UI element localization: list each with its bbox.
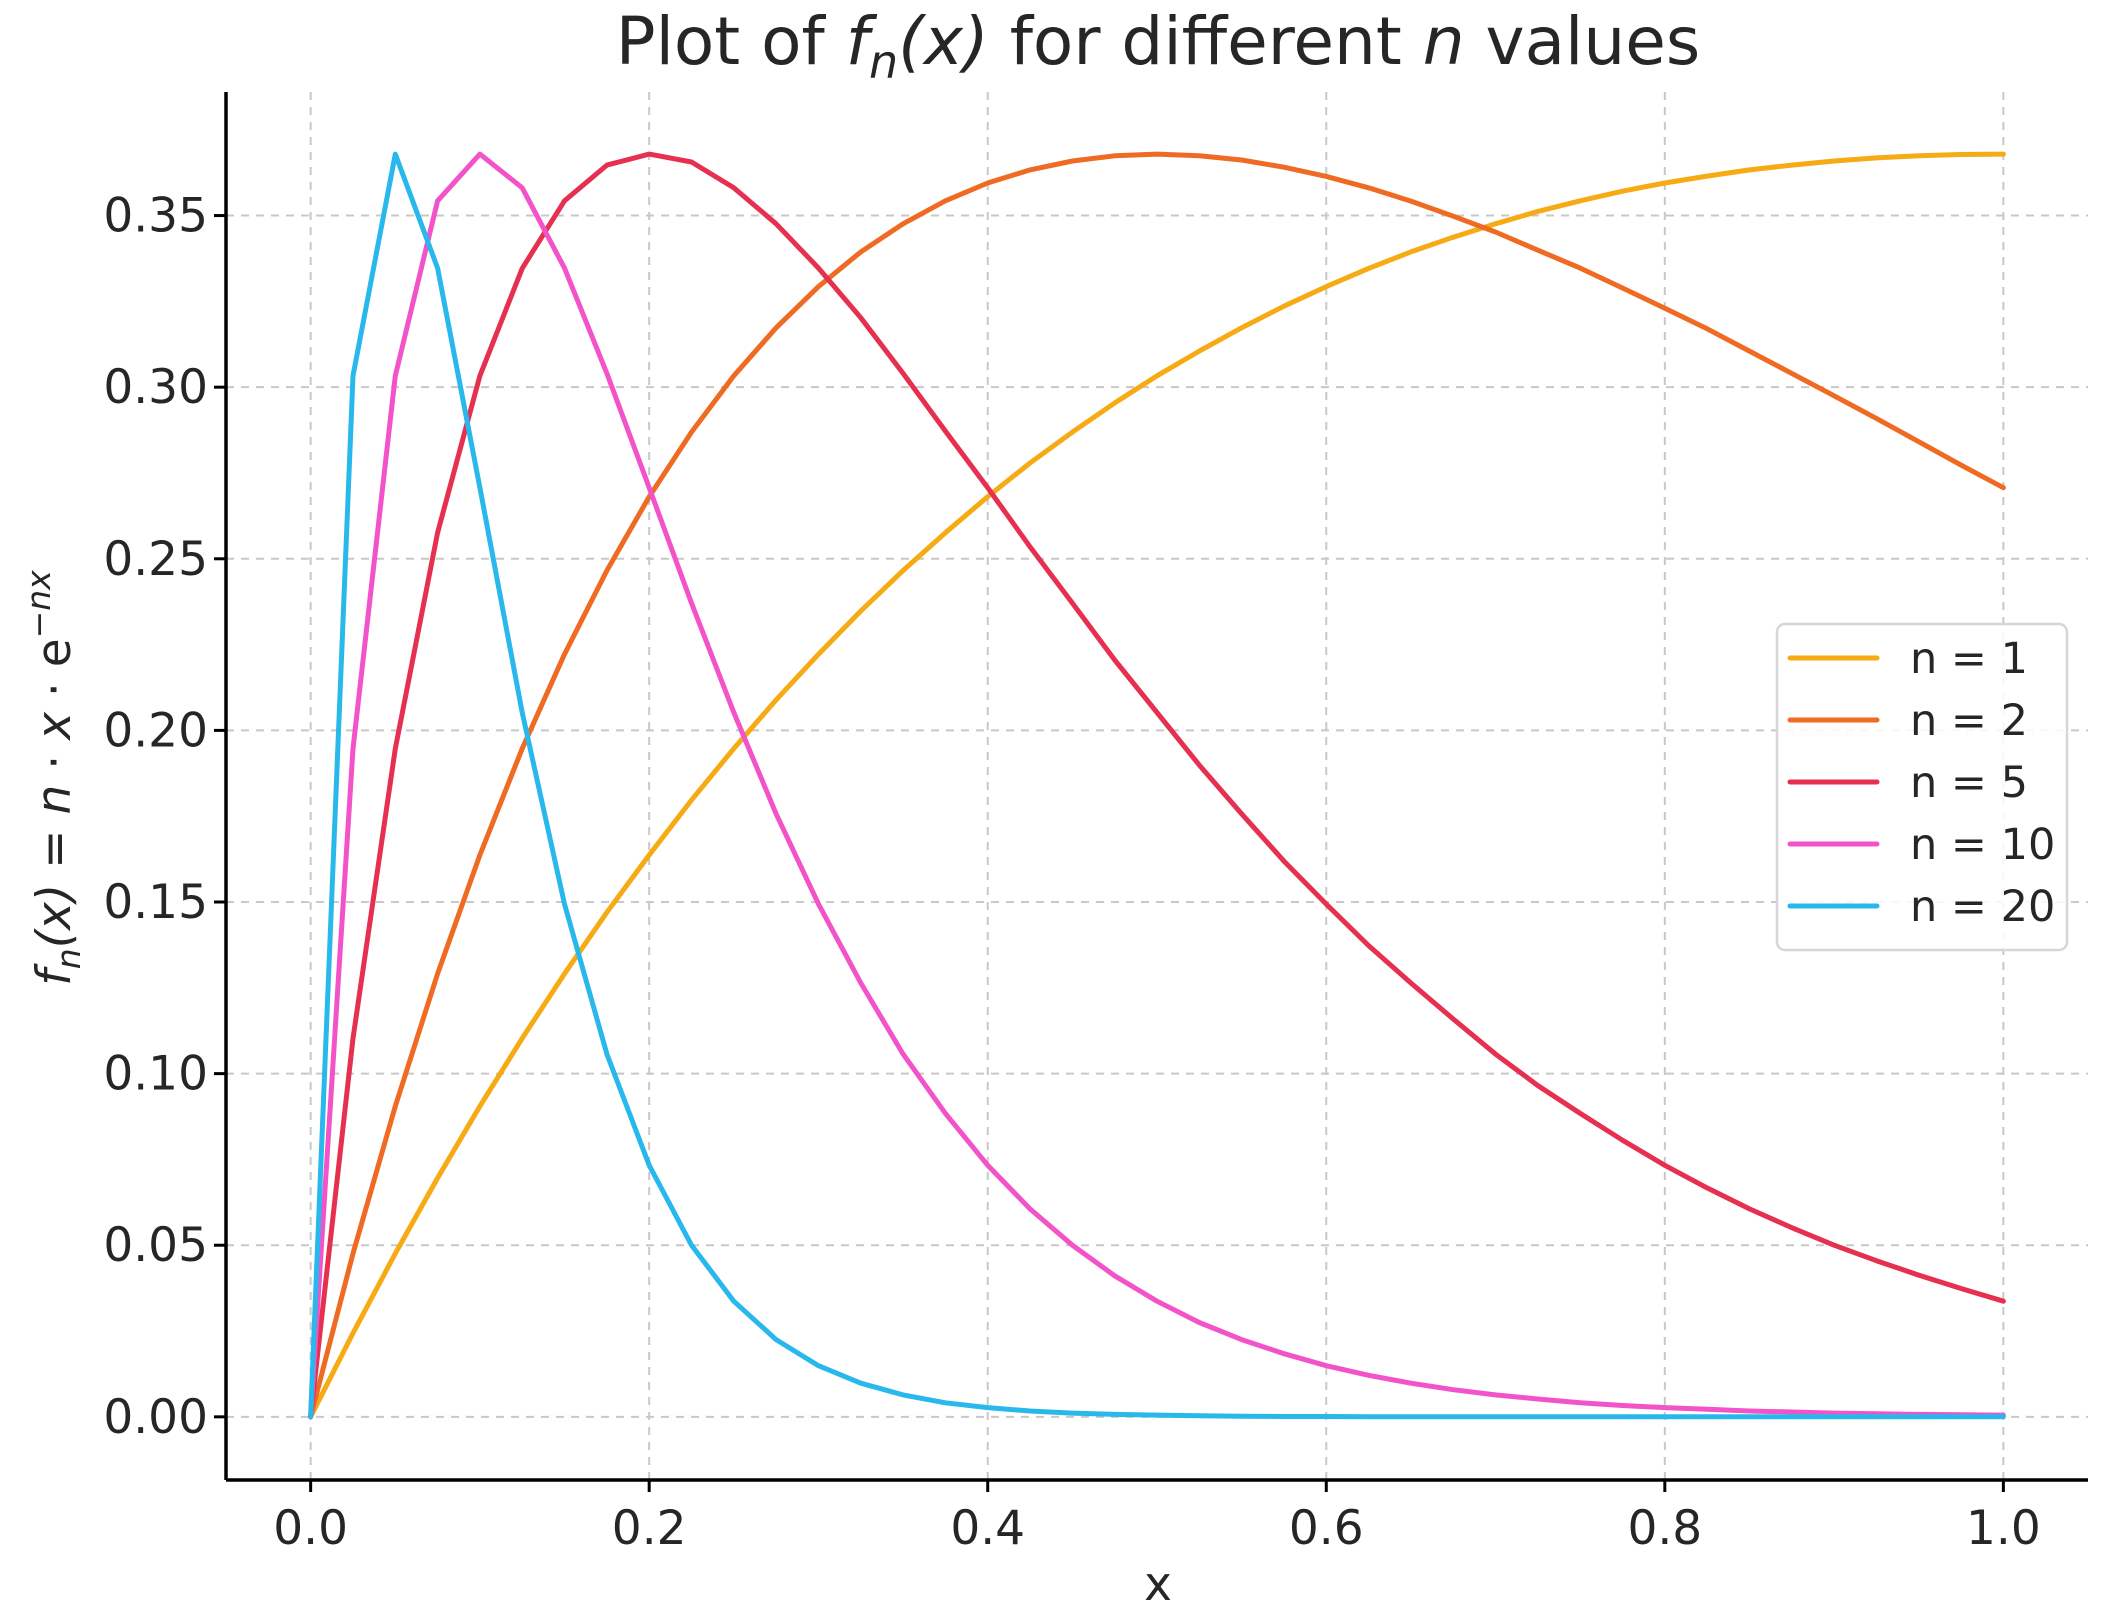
y-tick-label: 0.20: [103, 703, 208, 758]
y-axis-label-dot-1: ·: [27, 740, 82, 785]
y-axis-label-func-subscript: n: [49, 948, 88, 969]
legend-label: n = 10: [1910, 820, 2055, 870]
series-line-2: [308, 151, 2006, 1420]
x-tick-label: 0.6: [1289, 1501, 1364, 1556]
y-axis-label-dot-2: ·: [27, 667, 82, 712]
y-axis-label-n: n: [27, 785, 82, 815]
chart-title-middle: for different: [989, 3, 1423, 80]
y-tick-labels: 0.00 0.05 0.10 0.15 0.20 0.25 0.30 0.35: [103, 189, 208, 1445]
chart-title-func-arg: (x): [898, 3, 989, 80]
y-axis-label-e: e: [27, 638, 82, 667]
y-tick-label: 0.10: [103, 1047, 208, 1102]
y-tick-label: 0.25: [103, 532, 208, 587]
x-tick-label: 1.0: [1966, 1501, 2041, 1556]
chart-title-variable: n: [1423, 3, 1465, 80]
series-line-3: [308, 151, 2006, 1420]
legend: n = 1 n = 2 n = 5 n = 10 n = 20: [1775, 622, 2069, 952]
axes: [214, 92, 2088, 1492]
y-tick-label: 0.05: [103, 1218, 208, 1273]
x-tick-label: 0.4: [950, 1501, 1025, 1556]
chart-title-func-subscript: n: [869, 35, 898, 89]
legend-label: n = 2: [1910, 696, 2028, 746]
y-tick-label: 0.15: [103, 875, 208, 930]
grid: [226, 92, 2088, 1480]
legend-box: [1775, 622, 2069, 952]
x-tick-label: 0.0: [273, 1501, 348, 1556]
y-axis-label-func-arg: (x): [27, 884, 82, 949]
series-line-1: [308, 151, 2006, 1420]
legend-label: n = 1: [1910, 634, 2028, 684]
chart-title: Plot of fn(x) for different n values: [616, 3, 1700, 89]
y-axis-label-exponent: −nx: [19, 570, 58, 639]
chart-title-prefix: Plot of: [616, 3, 846, 80]
y-axis-label-x: x: [27, 711, 82, 742]
y-tick-label: 0.35: [103, 189, 208, 244]
series-line-5: [308, 151, 2006, 1420]
legend-label: n = 5: [1910, 758, 2028, 808]
legend-label: n = 20: [1910, 882, 2055, 932]
x-tick-label: 0.2: [612, 1501, 687, 1556]
x-axis-label: x: [1144, 1557, 1172, 1612]
y-axis-label-equals: =: [27, 815, 82, 884]
x-tick-labels: 0.0 0.2 0.4 0.6 0.8 1.0: [273, 1501, 2040, 1556]
y-tick-label: 0.30: [103, 360, 208, 415]
series-line-4: [308, 151, 2006, 1420]
legend-items: n = 1 n = 2 n = 5 n = 10 n = 20: [1787, 634, 2055, 932]
x-tick-label: 0.8: [1627, 1501, 1702, 1556]
y-axis-label: fn(x) = n · x · e−nx: [19, 570, 88, 986]
chart-title-suffix: values: [1465, 3, 1701, 80]
y-tick-label: 0.00: [103, 1390, 208, 1445]
series-lines: [308, 151, 2006, 1420]
